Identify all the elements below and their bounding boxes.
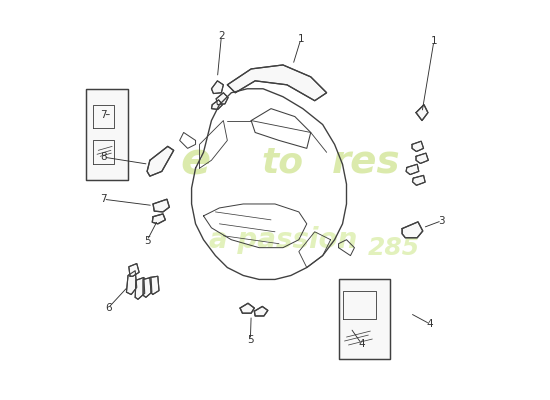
Text: 2: 2 xyxy=(218,31,225,41)
Polygon shape xyxy=(150,276,159,294)
Polygon shape xyxy=(406,164,419,174)
Text: 6: 6 xyxy=(105,303,112,313)
Text: 1: 1 xyxy=(431,36,437,46)
Text: 7: 7 xyxy=(100,194,107,204)
Polygon shape xyxy=(211,81,223,94)
Text: 5: 5 xyxy=(144,236,150,246)
Polygon shape xyxy=(216,93,228,105)
Polygon shape xyxy=(153,199,169,212)
Text: 5: 5 xyxy=(247,335,254,345)
Text: to: to xyxy=(262,145,304,179)
Text: 7: 7 xyxy=(100,110,107,120)
Text: 285: 285 xyxy=(368,236,420,260)
Polygon shape xyxy=(147,146,174,176)
Polygon shape xyxy=(227,65,327,101)
Text: 3: 3 xyxy=(438,216,445,226)
Polygon shape xyxy=(211,100,223,110)
Polygon shape xyxy=(254,306,268,316)
Polygon shape xyxy=(152,214,166,224)
Polygon shape xyxy=(86,89,128,180)
Polygon shape xyxy=(126,271,137,294)
Text: e: e xyxy=(180,141,211,184)
Polygon shape xyxy=(143,278,152,297)
Polygon shape xyxy=(240,303,254,313)
Polygon shape xyxy=(129,264,139,276)
Text: 1: 1 xyxy=(298,34,304,44)
Text: res: res xyxy=(332,143,400,181)
Text: 4: 4 xyxy=(427,319,433,329)
Polygon shape xyxy=(135,278,145,299)
Polygon shape xyxy=(416,105,428,120)
Polygon shape xyxy=(412,175,425,185)
Text: 4: 4 xyxy=(358,339,365,349)
Polygon shape xyxy=(339,280,390,359)
Polygon shape xyxy=(402,222,423,238)
Polygon shape xyxy=(412,141,424,152)
Text: 8: 8 xyxy=(100,152,107,162)
Text: a passion: a passion xyxy=(209,226,357,254)
Polygon shape xyxy=(416,153,428,164)
